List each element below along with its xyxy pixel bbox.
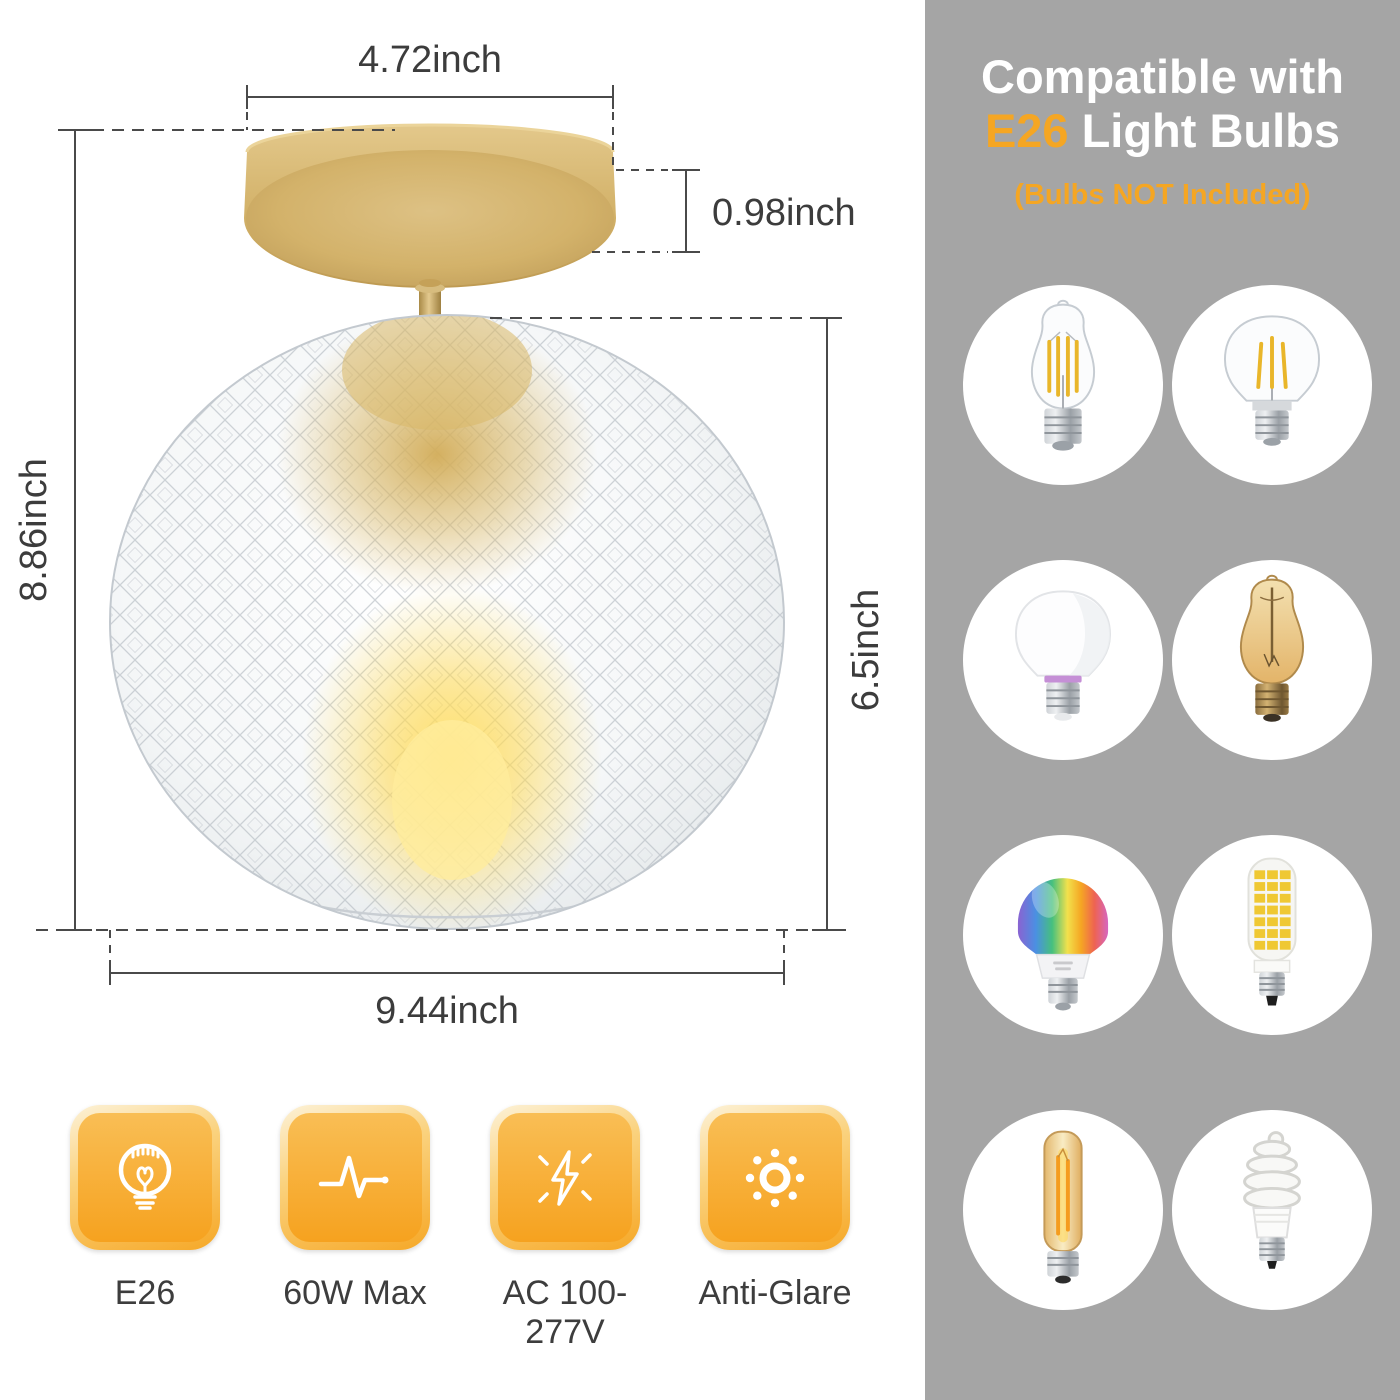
feature-label: AC 100-277V [502,1274,628,1352]
panel-subtitle: (Bulbs NOT Included) [1014,179,1311,212]
compatibility-panel: Compatible with E26 Light Bulbs (Bulbs NO… [925,0,1400,1400]
st64-amber-edison-bulb-image [1172,560,1372,760]
dim-label-shade-height: 6.5inch [845,589,887,712]
e26-accent-text: E26 [984,103,1069,157]
panel-title-line2: E26 Light Bulbs [984,103,1341,157]
feature-label: E26 [114,1274,176,1312]
feature-tile [700,1105,850,1250]
rgb-smart-bulb-image [963,835,1163,1035]
feature-label: Anti-Glare [698,1274,852,1312]
feature-e26: E26 [70,1105,220,1400]
glass-globe-shade [109,314,785,930]
pulse-icon [318,1155,389,1198]
dimension-lines [36,85,846,985]
st64-clear-filament-bulb-image [963,285,1163,485]
a19-clear-filament-bulb-image [1172,285,1372,485]
feature-anti-glare: Anti-Glare [698,1105,852,1400]
feature-tile [280,1105,430,1250]
feature-ac-voltage: AC 100-277V [490,1105,640,1400]
sun-icon [745,1148,805,1207]
feature-tile [70,1105,220,1250]
feature-tile [490,1105,640,1250]
dimension-diagram: 4.72inch 0.98inch 8.86inch 6.5inch 9.44i… [13,39,887,1032]
ceiling-canopy [244,123,616,288]
e14-corn-led-bulb-image [1172,835,1372,1035]
feature-label: 60W Max [283,1274,427,1312]
a19-frosted-white-bulb-image [963,560,1163,760]
feature-60w-max: 60W Max [280,1105,430,1400]
bulb-icon [118,1143,172,1210]
dim-label-canopy-height: 0.98inch [712,192,856,234]
t10-amber-tube-bulb-image [963,1110,1163,1310]
dim-label-total-height: 8.86inch [13,458,55,602]
feature-strip: E26 60W Max [0,1080,925,1400]
dim-label-shade-width: 9.44inch [375,990,519,1032]
panel-title-line1: Compatible with [981,50,1344,103]
stem [415,279,445,322]
anti-flicker-icon [538,1149,592,1206]
panel-title: Compatible with E26 Light Bulbs [925,0,1400,157]
dim-label-canopy-width: 4.72inch [358,39,502,81]
spiral-cfl-bulb-image [1172,1110,1372,1310]
